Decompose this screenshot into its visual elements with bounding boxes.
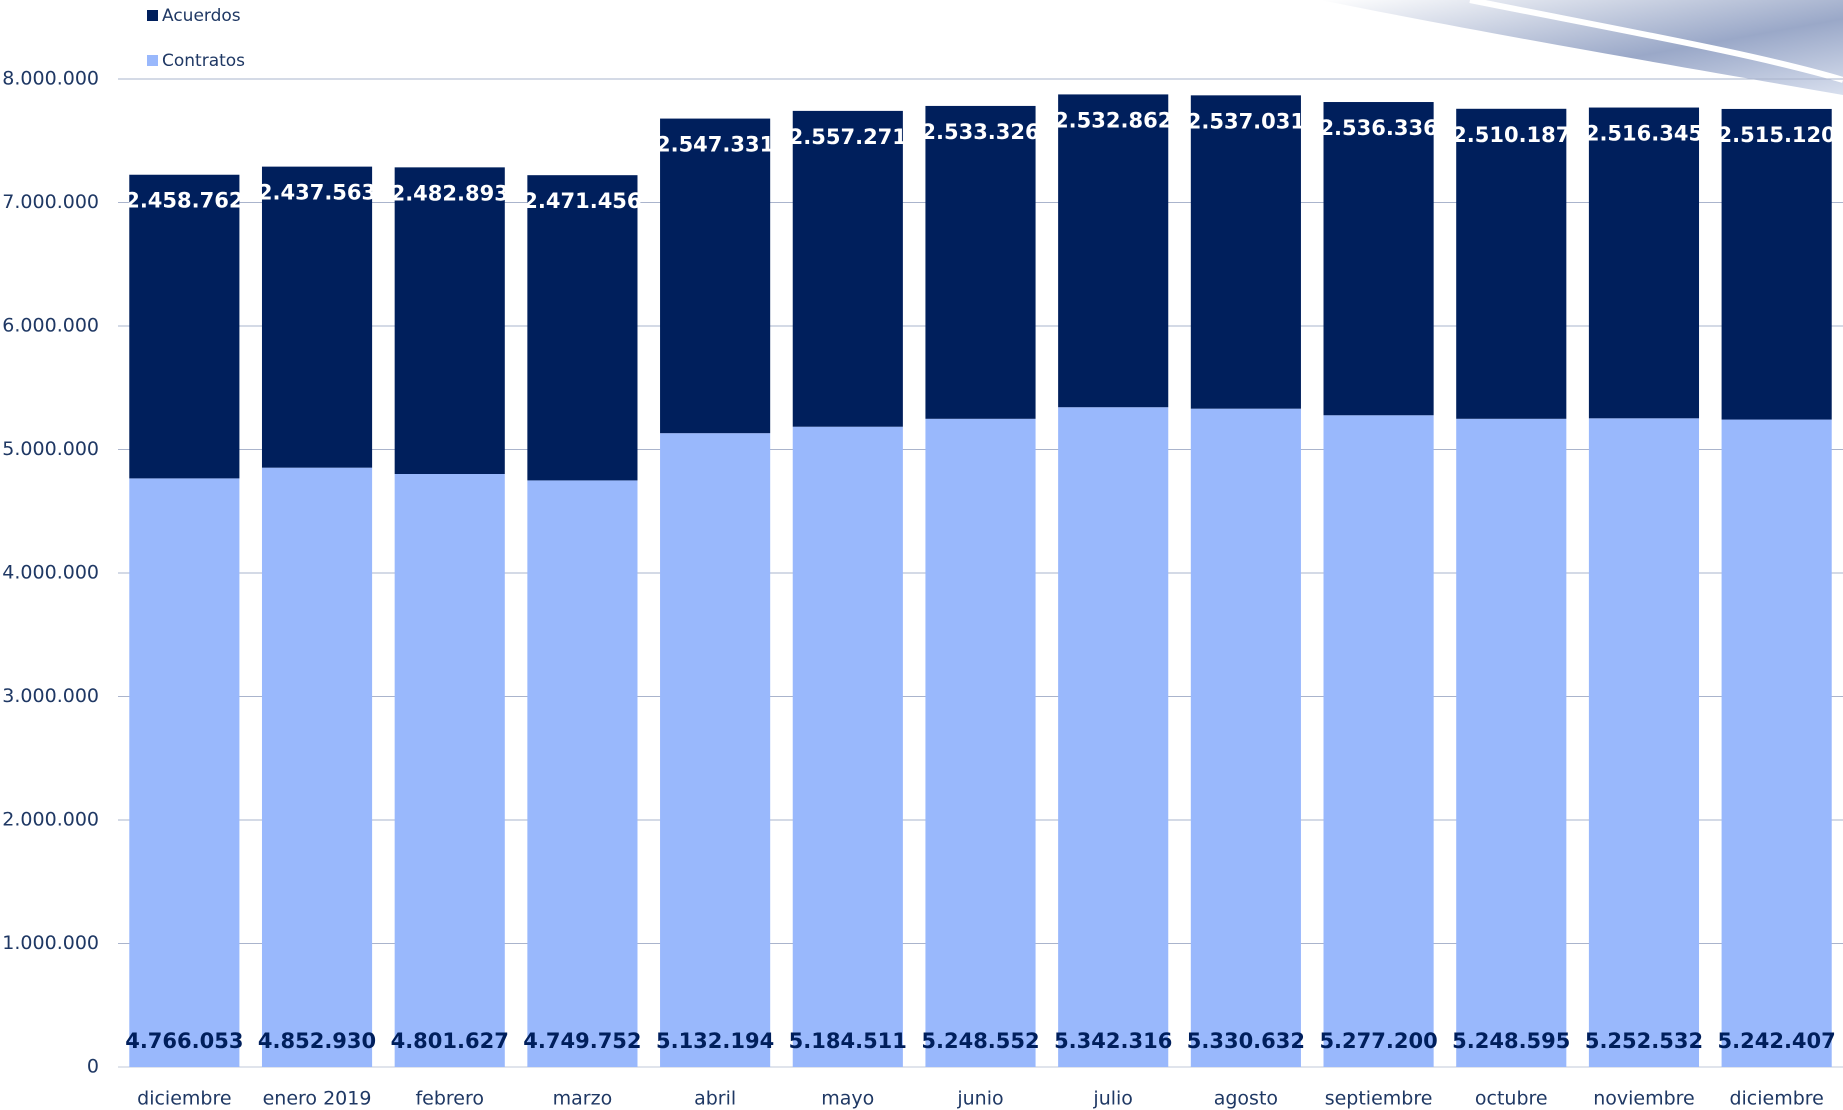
- x-tick-label: diciembre: [1729, 1088, 1823, 1110]
- value-label: 5.252.532: [1585, 1029, 1703, 1053]
- y-tick-label: 6.000.000: [2, 315, 99, 337]
- y-tick-label: 0: [87, 1056, 99, 1078]
- bar-segment: [527, 480, 638, 1067]
- bar-segment: [1456, 418, 1567, 1067]
- x-tick-label: diciembre: [137, 1088, 231, 1110]
- bar-segment: [394, 473, 505, 1068]
- value-label: 2.536.336: [1319, 116, 1437, 140]
- bar-segment: [1456, 108, 1567, 419]
- x-tick-label: septiembre: [1325, 1088, 1433, 1110]
- y-tick-label: 7.000.000: [2, 191, 99, 213]
- value-label: 2.458.762: [125, 189, 243, 213]
- value-label: 2.516.345: [1585, 122, 1703, 146]
- legend: Acuerdos Contratos: [147, 6, 245, 71]
- bar-segment: [792, 110, 903, 427]
- value-label: 2.482.893: [391, 181, 509, 205]
- bar-segment: [394, 167, 505, 474]
- x-tick-label: marzo: [553, 1088, 613, 1110]
- value-label: 2.533.326: [921, 120, 1039, 144]
- value-label: 5.330.632: [1187, 1029, 1305, 1053]
- x-tick-label: mayo: [821, 1088, 874, 1110]
- bar-segment: [1058, 407, 1169, 1067]
- bar-segment: [261, 166, 373, 468]
- value-label: 2.515.120: [1718, 123, 1836, 147]
- value-label: 2.532.862: [1054, 108, 1172, 132]
- value-label: 4.852.930: [258, 1029, 376, 1053]
- y-tick-label: 2.000.000: [2, 809, 99, 831]
- x-tick-label: abril: [694, 1088, 736, 1110]
- bar-segment: [660, 118, 771, 434]
- bar-segment: [1058, 94, 1169, 408]
- bar-segment: [792, 426, 903, 1067]
- x-tick-label: junio: [956, 1088, 1003, 1110]
- bar-segment: [1323, 415, 1434, 1067]
- value-label: 5.248.595: [1452, 1029, 1570, 1053]
- legend-swatch: [147, 10, 158, 21]
- legend-label: Acuerdos: [162, 6, 241, 26]
- value-label: 5.342.316: [1054, 1029, 1172, 1053]
- value-label: 2.537.031: [1187, 109, 1305, 133]
- x-tick-label: noviembre: [1593, 1088, 1695, 1110]
- bar-segment: [1190, 95, 1301, 409]
- legend-swatch: [147, 55, 158, 66]
- y-tick-label: 3.000.000: [2, 685, 99, 707]
- bar-segment: [1721, 419, 1832, 1067]
- bar-segment: [925, 105, 1036, 419]
- y-tick-label: 8.000.000: [2, 68, 99, 90]
- bar-segment: [660, 433, 771, 1067]
- value-label: 2.557.271: [789, 125, 907, 149]
- x-tick-label: febrero: [415, 1088, 484, 1110]
- bar-segment: [129, 174, 240, 479]
- legend-label: Contratos: [162, 51, 245, 71]
- bar-segment: [1721, 108, 1832, 420]
- value-label: 2.547.331: [656, 133, 774, 157]
- bar-segment: [1588, 107, 1700, 419]
- value-label: 5.184.511: [789, 1029, 907, 1053]
- x-tick-label: julio: [1092, 1088, 1133, 1110]
- bar-segment: [1323, 102, 1434, 416]
- bar-segment: [527, 175, 638, 481]
- decoration: [1469, 0, 1843, 83]
- value-label: 5.248.552: [921, 1029, 1039, 1053]
- value-label: 5.242.407: [1718, 1029, 1836, 1053]
- value-label: 2.510.187: [1452, 123, 1570, 147]
- value-label: 2.437.563: [258, 181, 376, 205]
- y-tick-label: 1.000.000: [2, 932, 99, 954]
- value-label: 2.471.456: [523, 189, 641, 213]
- value-label: 4.801.627: [391, 1029, 509, 1053]
- decoration: [1320, 0, 1843, 95]
- x-tick-label: octubre: [1475, 1088, 1548, 1110]
- x-tick-label: agosto: [1214, 1088, 1278, 1110]
- bar-segment: [261, 467, 373, 1067]
- bar-segment: [1190, 408, 1301, 1067]
- value-label: 5.132.194: [656, 1029, 774, 1053]
- bar-segment: [129, 478, 240, 1067]
- value-label: 4.766.053: [125, 1029, 243, 1053]
- y-tick-label: 5.000.000: [2, 438, 99, 460]
- y-tick-label: 4.000.000: [2, 562, 99, 584]
- value-label: 4.749.752: [523, 1029, 641, 1053]
- bar-segment: [1588, 418, 1700, 1068]
- x-tick-label: enero 2019: [263, 1088, 372, 1110]
- bar-segment: [925, 418, 1036, 1067]
- value-label: 5.277.200: [1319, 1029, 1437, 1053]
